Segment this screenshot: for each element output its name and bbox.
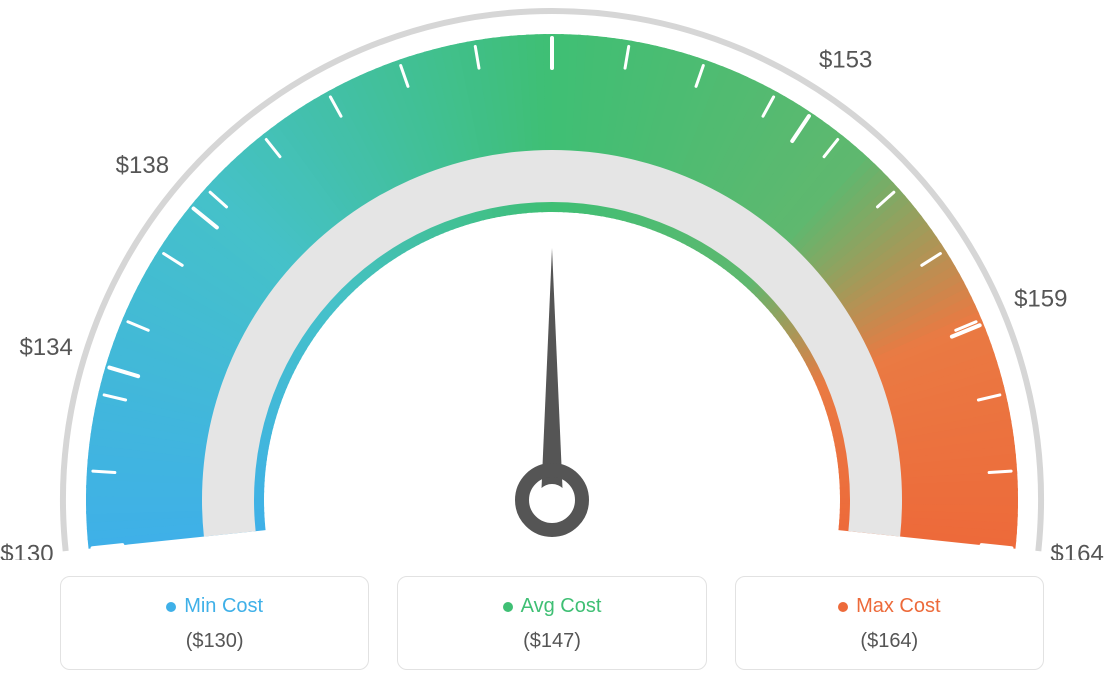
avg-cost-dot	[503, 602, 513, 612]
gauge-tick-label: $138	[116, 152, 169, 179]
avg-cost-value: ($147)	[408, 630, 695, 653]
max-cost-dot	[838, 602, 848, 612]
avg-cost-label: Avg Cost	[521, 595, 602, 618]
max-cost-value: ($164)	[746, 630, 1033, 653]
min-cost-card: Min Cost ($130)	[60, 576, 369, 670]
avg-cost-header: Avg Cost	[408, 595, 695, 618]
gauge-area: $130$134$138$147$153$159$164	[0, 0, 1104, 560]
gauge-tick-label: $134	[19, 334, 72, 361]
gauge-tick-label: $164	[1050, 541, 1103, 560]
gauge-chart-container: $130$134$138$147$153$159$164 Min Cost ($…	[0, 0, 1104, 690]
min-cost-value: ($130)	[71, 630, 358, 653]
avg-cost-card: Avg Cost ($147)	[397, 576, 706, 670]
max-cost-label: Max Cost	[856, 595, 940, 618]
min-cost-header: Min Cost	[71, 595, 358, 618]
gauge-tick-label: $130	[0, 541, 53, 560]
max-cost-card: Max Cost ($164)	[735, 576, 1044, 670]
min-cost-label: Min Cost	[184, 595, 263, 618]
summary-cards: Min Cost ($130) Avg Cost ($147) Max Cost…	[0, 576, 1104, 670]
gauge-svg: $130$134$138$147$153$159$164	[0, 0, 1104, 560]
max-cost-header: Max Cost	[746, 595, 1033, 618]
gauge-tick-label: $153	[819, 47, 872, 74]
min-cost-dot	[166, 602, 176, 612]
gauge-tick-label: $159	[1014, 286, 1067, 313]
